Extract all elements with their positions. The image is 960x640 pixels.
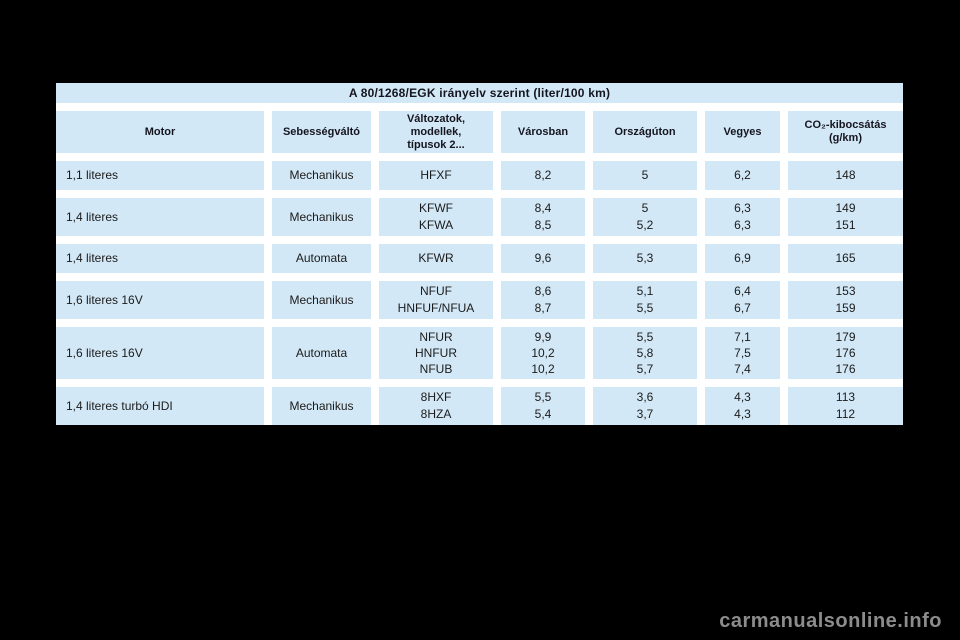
cell-gearbox: Mechanikus <box>272 161 371 190</box>
header-cell-co2: CO₂-kibocsátás (g/km) <box>788 111 903 153</box>
header-cell-motor: Motor <box>56 111 264 153</box>
cell-combined: 6,3 6,3 <box>705 198 780 236</box>
cell-extra-urban: 5,5 5,8 5,7 <box>593 327 697 379</box>
cell-variants: 8HXF 8HZA <box>379 387 493 425</box>
cell-combined: 6,9 <box>705 244 780 273</box>
cell-variants: KFWF KFWA <box>379 198 493 236</box>
table-row: 1,6 literes 16V Mechanikus NFUF HNFUF/NFUA… <box>56 281 903 319</box>
table-row: 1,4 literes turbó HDI Mechanikus 8HXF 8HZA… <box>56 387 903 425</box>
watermark-link[interactable]: carmanualsonline.info <box>719 610 942 632</box>
cell-gearbox: Automata <box>272 327 371 379</box>
cell-gearbox: Mechanikus <box>272 281 371 319</box>
cell-motor: 1,6 literes 16V <box>56 327 264 379</box>
cell-gearbox: Mechanikus <box>272 387 371 425</box>
cell-combined: 4,3 4,3 <box>705 387 780 425</box>
table-title: A 80/1268/EGK irányelv szerint (liter/10… <box>56 83 903 103</box>
cell-extra-urban: 5,3 <box>593 244 697 273</box>
cell-extra-urban: 5 5,2 <box>593 198 697 236</box>
table-row: 1,4 literes Mechanikus KFWF KFWA 8,4 8,5 5 5… <box>56 198 903 236</box>
cell-gearbox: Automata <box>272 244 371 273</box>
header-cell-extra-urban: Országúton <box>593 111 697 153</box>
cell-gearbox: Mechanikus <box>272 198 371 236</box>
cell-motor: 1,4 literes <box>56 244 264 273</box>
cell-co2: 179 176 176 <box>788 327 903 379</box>
cell-urban: 8,6 8,7 <box>501 281 585 319</box>
cell-co2: 113 112 <box>788 387 903 425</box>
fuel-consumption-table: A 80/1268/EGK irányelv szerint (liter/10… <box>56 83 903 425</box>
cell-variants: KFWR <box>379 244 493 273</box>
cell-motor: 1,6 literes 16V <box>56 281 264 319</box>
cell-combined: 6,4 6,7 <box>705 281 780 319</box>
cell-co2: 165 <box>788 244 903 273</box>
cell-urban: 5,5 5,4 <box>501 387 585 425</box>
cell-urban: 9,9 10,2 10,2 <box>501 327 585 379</box>
header-cell-urban: Városban <box>501 111 585 153</box>
cell-variants: NFUR HNFUR NFUB <box>379 327 493 379</box>
cell-urban: 9,6 <box>501 244 585 273</box>
cell-extra-urban: 5 <box>593 161 697 190</box>
cell-extra-urban: 3,6 3,7 <box>593 387 697 425</box>
cell-urban: 8,4 8,5 <box>501 198 585 236</box>
cell-variants: NFUF HNFUF/NFUA <box>379 281 493 319</box>
header-cell-variants: Változatok, modellek, típusok 2... <box>379 111 493 153</box>
cell-urban: 8,2 <box>501 161 585 190</box>
header-cell-combined: Vegyes <box>705 111 780 153</box>
cell-motor: 1,4 literes turbó HDI <box>56 387 264 425</box>
header-cell-gearbox: Sebességváltó <box>272 111 371 153</box>
table-header-row: Motor Sebességváltó Változatok, modellek, … <box>56 111 903 153</box>
cell-combined: 7,1 7,5 7,4 <box>705 327 780 379</box>
cell-motor: 1,4 literes <box>56 198 264 236</box>
cell-extra-urban: 5,1 5,5 <box>593 281 697 319</box>
cell-co2: 148 <box>788 161 903 190</box>
table-row: 1,6 literes 16V Automata NFUR HNFUR NFUB 9,… <box>56 327 903 379</box>
cell-co2: 149 151 <box>788 198 903 236</box>
cell-co2: 153 159 <box>788 281 903 319</box>
table-row: 1,1 literes Mechanikus HFXF 8,2 5 6,2 148 <box>56 161 903 190</box>
table-row: 1,4 literes Automata KFWR 9,6 5,3 6,9 165 <box>56 244 903 273</box>
cell-combined: 6,2 <box>705 161 780 190</box>
cell-variants: HFXF <box>379 161 493 190</box>
cell-motor: 1,1 literes <box>56 161 264 190</box>
